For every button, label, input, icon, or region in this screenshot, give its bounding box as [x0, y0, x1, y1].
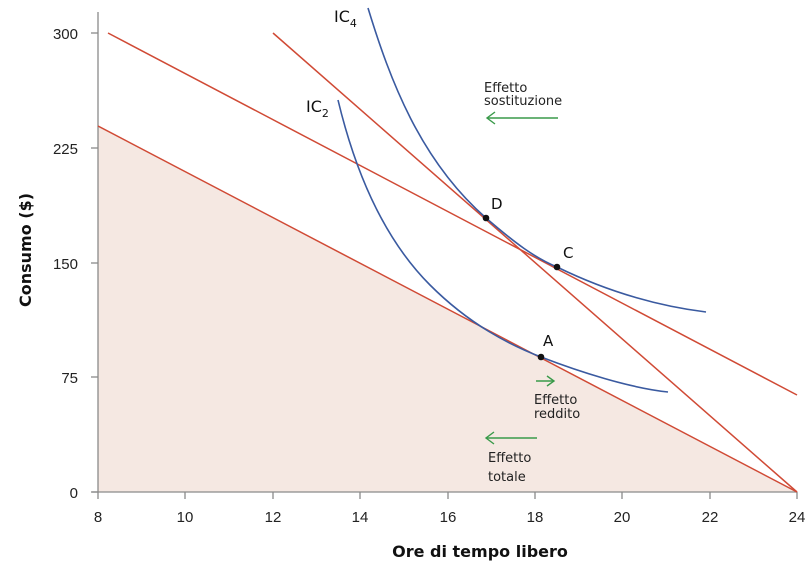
total-effect-arrow-icon [484, 431, 537, 445]
x-tick-14: 14 [352, 509, 369, 526]
y-tick-0: 0 [70, 485, 78, 502]
y-ticks [91, 32, 98, 493]
point-c-label: C [563, 244, 573, 262]
point-a-label: A [543, 332, 554, 350]
x-ticks [97, 492, 798, 499]
indifference-curve-ic4 [367, 7, 707, 313]
label-ic4: IC4 [334, 7, 357, 30]
y-tick-150: 150 [53, 256, 78, 273]
income-effect-arrow-icon [536, 375, 556, 387]
label-ic2: IC2 [306, 97, 329, 120]
y-tick-300: 300 [53, 26, 78, 43]
income-effect-label-2: reddito [534, 407, 580, 422]
substitution-effect-label-1: Effetto [484, 81, 527, 96]
y-tick-225: 225 [53, 141, 78, 158]
x-tick-8: 8 [94, 509, 102, 526]
budget-line-initial [97, 125, 798, 493]
x-tick-18: 18 [527, 509, 544, 526]
income-effect-label-1: Effetto [534, 393, 577, 408]
substitution-effect-label-2: sostituzione [484, 94, 562, 109]
point-c [553, 263, 561, 271]
total-effect-label-2: totale [488, 470, 526, 485]
x-tick-labels: 8 10 12 14 16 18 20 22 24 [94, 509, 806, 526]
budget-line-parallel [107, 32, 798, 396]
point-a [537, 353, 545, 361]
x-tick-22: 22 [702, 509, 719, 526]
x-tick-12: 12 [265, 509, 282, 526]
x-tick-24: 24 [789, 509, 806, 526]
y-tick-labels: 300 225 150 75 0 [53, 26, 78, 502]
point-d [482, 214, 490, 222]
y-axis-title: Consumo ($) [16, 193, 35, 307]
x-tick-20: 20 [614, 509, 631, 526]
indifference-curve-ic2 [337, 99, 669, 393]
x-tick-16: 16 [440, 509, 457, 526]
point-d-label: D [491, 195, 503, 213]
budget-line-final [272, 32, 798, 493]
x-tick-10: 10 [177, 509, 194, 526]
x-axis-title: Ore di tempo libero [392, 542, 568, 561]
y-tick-75: 75 [61, 370, 78, 387]
total-effect-label-1: Effetto [488, 451, 531, 466]
substitution-effect-arrow-icon [485, 111, 558, 125]
